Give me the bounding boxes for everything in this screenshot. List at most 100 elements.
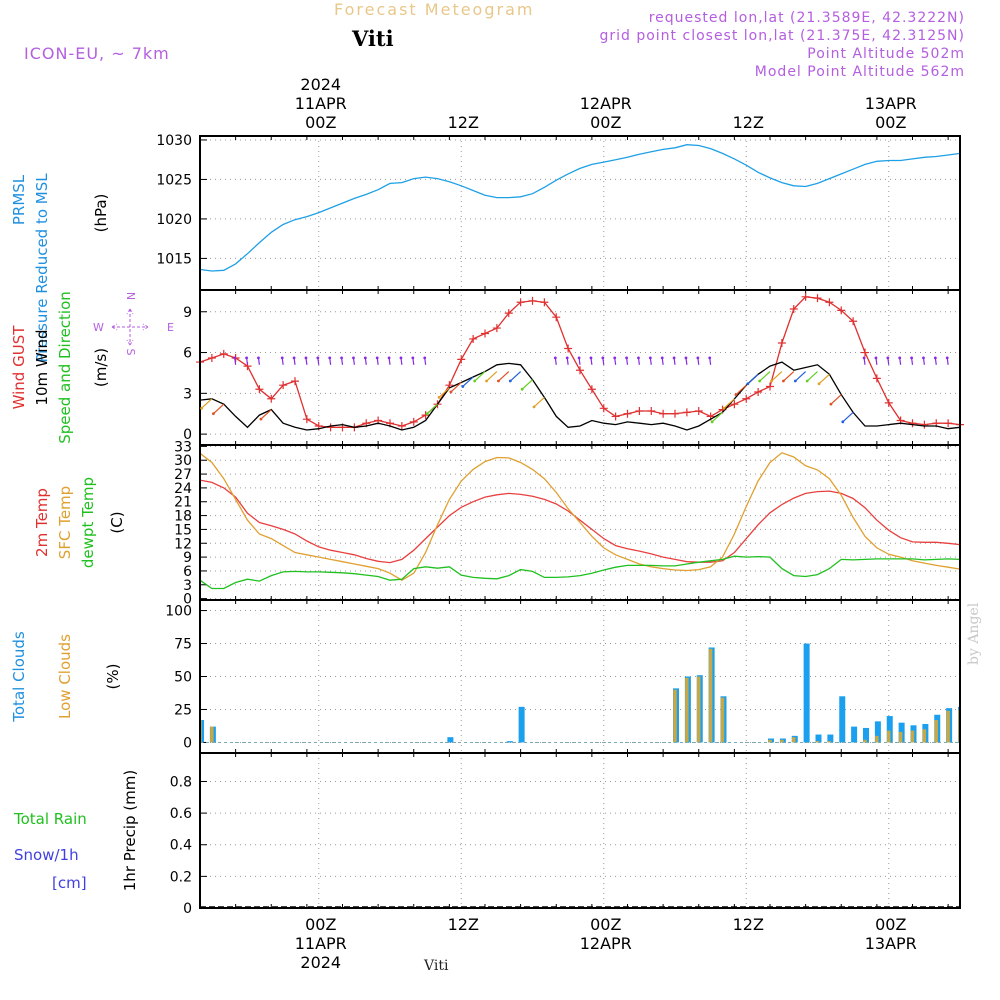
- wind-arrow-head: [874, 356, 878, 360]
- gust-marker: [766, 382, 774, 391]
- wind-arrow-head: [233, 356, 237, 360]
- gust-marker: [837, 306, 846, 315]
- wind-arrow-head: [292, 356, 296, 360]
- wind-arrow-head: [898, 356, 902, 360]
- gust-marker: [647, 407, 656, 416]
- gust-marker: [754, 387, 763, 396]
- panel-frame: [199, 135, 961, 291]
- axis-label: SFC Temp: [56, 486, 74, 559]
- cloud-bar: [922, 729, 927, 743]
- gust-marker: [552, 313, 561, 322]
- cloud-bar: [827, 741, 832, 743]
- ytick-label: 0.4: [170, 838, 192, 854]
- model-altitude: Model Point Altitude 562m: [754, 64, 965, 80]
- wind-arrow-head: [461, 385, 465, 388]
- wind-arrow-head: [708, 356, 712, 360]
- ytick-label: 9: [183, 305, 192, 321]
- wind-arrow-head: [922, 356, 925, 360]
- gust-marker: [421, 411, 430, 420]
- gust-marker: [682, 408, 691, 417]
- axis-label: 10m Wind: [33, 329, 51, 405]
- gust-marker: [944, 419, 953, 428]
- wind-arrow: [759, 371, 771, 382]
- wind-arrow: [735, 384, 747, 396]
- wind-arrow-head: [565, 356, 569, 360]
- wind-arrow-head: [841, 420, 845, 424]
- wind-arrow-head: [340, 356, 343, 360]
- top-time-label: 2024: [300, 75, 341, 94]
- gust-marker: [694, 407, 703, 416]
- wind-arrow: [498, 371, 510, 382]
- gust-marker: [659, 409, 668, 418]
- bottom-time-label: 13APR: [865, 934, 917, 953]
- top-time-label: 00Z: [590, 113, 621, 132]
- axis-label: Wind GUST: [10, 325, 28, 410]
- gust-marker: [587, 385, 596, 394]
- ytick-label: 24: [174, 481, 192, 497]
- cloud-bar: [898, 731, 903, 743]
- wind-arrow-head: [304, 356, 308, 360]
- gust-marker: [326, 423, 335, 432]
- gust-marker: [564, 344, 573, 353]
- gust-marker: [409, 417, 418, 426]
- gust-marker: [279, 381, 288, 390]
- panel-pressure: 1015 1020 1025 1030 PRMSL Pressure Reduced to…: [10, 133, 961, 363]
- gust-marker: [849, 317, 858, 326]
- wind-arrow-head: [375, 356, 379, 360]
- top-time-label: 12Z: [733, 113, 764, 132]
- place-name: Viti: [352, 26, 394, 51]
- panel-precip: 0 0.2 0.4 0.6 0.8 Total Rain Snow/1h [cm] 1hr Pr…: [13, 752, 961, 917]
- wind-arrow-head: [437, 395, 441, 399]
- panel-clouds: 0 25 50 75 100 Total Clouds Low Clouds (%): [10, 599, 961, 754]
- gust-marker: [469, 334, 478, 343]
- bottom-time-label: 00Z: [590, 915, 621, 934]
- cloud-bar: [720, 697, 725, 743]
- cloud-bar: [934, 720, 938, 743]
- wind-arrow-head: [520, 387, 524, 391]
- ytick-label: 0: [183, 901, 192, 917]
- ytick-label: 1030: [156, 133, 192, 149]
- cloud-bar: [863, 727, 869, 743]
- gust-marker: [255, 385, 264, 394]
- wind-arrow: [830, 394, 842, 405]
- gust-marker: [813, 294, 822, 303]
- ytick-label: 0: [183, 735, 192, 751]
- ytick-label: 6: [183, 346, 192, 362]
- wind-arrow: [818, 373, 830, 385]
- bottom-time-labels: 00Z11APR202412Z00Z12APR12Z00Z13APR12Z: [295, 915, 917, 972]
- ytick-label: 100: [165, 604, 192, 620]
- wind-arrow-head: [601, 356, 605, 360]
- gust-marker: [492, 324, 501, 333]
- cloud-bar: [518, 706, 525, 743]
- gust-marker: [540, 298, 549, 307]
- gust-marker: [219, 349, 228, 358]
- series-line-1: [199, 361, 961, 431]
- gust-marker: [777, 339, 786, 348]
- axis-label: (hPa): [92, 194, 110, 233]
- gust-marker: [457, 355, 466, 364]
- wind-arrow: [723, 398, 735, 409]
- gust-marker: [599, 404, 608, 413]
- bottom-time-label: 12Z: [733, 915, 764, 934]
- wind-arrow-head: [257, 356, 260, 360]
- gust-marker: [872, 374, 881, 383]
- wind-arrow-head: [648, 356, 652, 360]
- axis-label: dewpt Temp: [79, 477, 97, 568]
- gust-marker: [623, 409, 632, 418]
- requested-coords: requested lon,lat (21.3589E, 42.3222N): [648, 10, 965, 26]
- label-snow-unit: [cm]: [52, 874, 87, 892]
- ytick-label: 0.8: [170, 774, 192, 790]
- gust-marker: [504, 309, 513, 318]
- wind-arrow-head: [387, 356, 391, 360]
- wind-arrow: [711, 411, 723, 423]
- wind-arrow: [486, 371, 498, 382]
- top-time-label: 12Z: [448, 113, 479, 132]
- ytick-label: 1020: [156, 212, 192, 228]
- top-time-label: 13APR: [865, 94, 917, 113]
- wind-arrow-head: [589, 356, 593, 360]
- compass-n: N: [124, 292, 137, 300]
- wind-arrow-head: [425, 412, 429, 416]
- wind-arrow-head: [746, 382, 750, 386]
- compass-s: S: [124, 349, 137, 356]
